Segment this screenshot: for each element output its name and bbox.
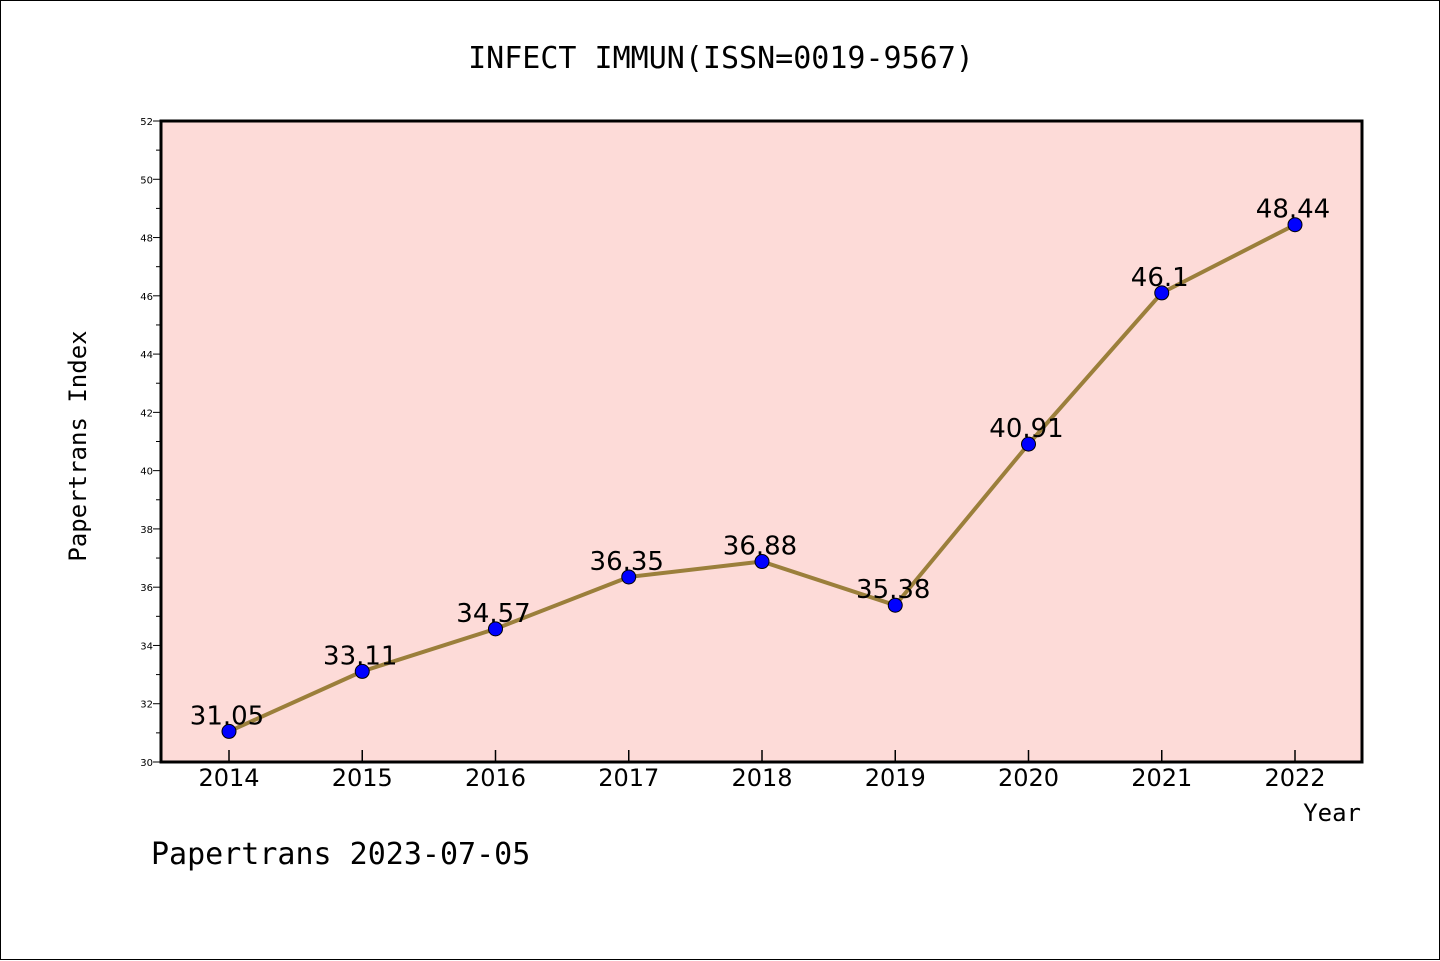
data-label: 31.05 [190, 701, 264, 731]
x-axis: 2014 2015 2016 2017 2018 2019 2020 2021 2022 [198, 750, 1326, 792]
x-tick-label: 2021 [1131, 764, 1192, 792]
data-label: 36.35 [590, 547, 664, 577]
x-tick-label: 2017 [598, 764, 659, 792]
data-point [1021, 436, 1036, 452]
series [221, 217, 1303, 739]
y-tick-label: 50 [140, 175, 153, 186]
y-tick-label: 52 [140, 117, 153, 128]
y-tick-label: 48 [140, 234, 153, 245]
y-tick-label: 30 [140, 758, 153, 769]
data-label: 33.11 [323, 641, 397, 671]
data-point [754, 554, 770, 570]
x-tick-label: 2020 [998, 764, 1059, 792]
y-tick-label: 44 [140, 350, 153, 361]
y-tick-label: 32 [140, 700, 153, 711]
data-label: 34.57 [456, 599, 530, 629]
chart-title: INFECT IMMUN(ISSN=0019-9567) [468, 41, 974, 76]
data-label: 40.91 [989, 414, 1063, 444]
data-label: 36.88 [723, 532, 797, 562]
y-tick-label: 46 [140, 292, 153, 303]
x-axis-label: Year [1303, 799, 1361, 827]
y-axis-label: Papertrans Index [64, 330, 92, 561]
y-tick-label: 42 [140, 408, 153, 419]
x-tick-label: 2014 [198, 764, 259, 792]
data-point [221, 723, 237, 739]
data-label: 46.1 [1131, 263, 1189, 293]
plot-area [159, 119, 1364, 764]
x-tick-label: 2016 [465, 764, 526, 792]
data-point [887, 597, 903, 613]
data-label: 48.44 [1256, 195, 1330, 225]
x-tick-label: 2015 [332, 764, 393, 792]
x-tick-label: 2019 [865, 764, 926, 792]
data-labels: 31.05 33.11 34.57 36.35 36.88 35.38 40.91 46.1 4… [190, 195, 1330, 732]
data-point [1154, 285, 1170, 301]
x-tick-label: 2018 [731, 764, 792, 792]
y-tick-label: 36 [140, 583, 153, 594]
data-label: 35.38 [856, 575, 930, 605]
x-tick-label: 2022 [1264, 764, 1325, 792]
footer-text: Papertrans 2023-07-05 [151, 837, 530, 872]
y-tick-label: 40 [140, 467, 153, 478]
data-point [1287, 217, 1303, 233]
y-tick-label: 38 [140, 525, 153, 536]
data-point [488, 621, 503, 637]
y-axis: 30 32 34 36 38 40 42 44 46 48 50 52 [140, 117, 161, 769]
data-point [354, 663, 370, 679]
y-tick-label: 34 [140, 641, 153, 652]
data-point [621, 569, 637, 585]
